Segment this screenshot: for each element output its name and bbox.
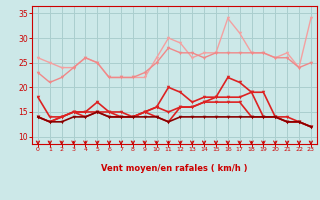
X-axis label: Vent moyen/en rafales ( km/h ): Vent moyen/en rafales ( km/h ) [101, 164, 248, 173]
